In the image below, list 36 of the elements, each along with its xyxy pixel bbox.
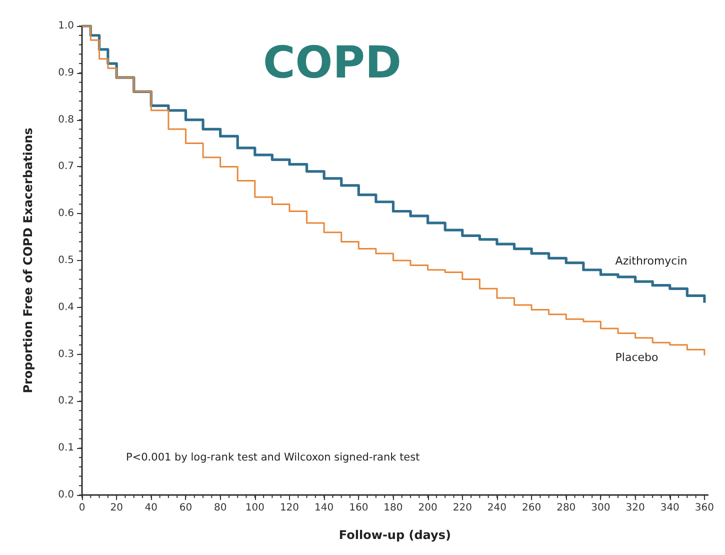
y-tick-label: 0.4 xyxy=(58,302,74,313)
y-tick-label: 0.1 xyxy=(58,442,74,454)
series-label: Placebo xyxy=(615,350,659,364)
y-tick-label: 0.2 xyxy=(58,396,74,407)
chart-title: COPD xyxy=(263,38,402,88)
x-tick-label: 180 xyxy=(384,502,403,514)
x-tick-label: 220 xyxy=(452,502,472,514)
y-tick-label: 0.6 xyxy=(58,208,74,220)
x-tick-label: 40 xyxy=(144,502,158,514)
x-tick-label: 120 xyxy=(280,502,300,514)
x-tick-label: 0 xyxy=(78,502,86,514)
x-tick-label: 280 xyxy=(556,502,576,514)
y-axis-title: Proportion Free of COPD Exacerbations xyxy=(21,128,35,394)
x-tick-label: 260 xyxy=(522,502,542,514)
y-tick-label: 0.0 xyxy=(58,490,74,500)
y-tick-label: 1.0 xyxy=(58,20,74,32)
x-tick-label: 360 xyxy=(694,502,714,514)
x-tick-label: 340 xyxy=(660,502,680,514)
x-tick-label: 140 xyxy=(314,502,334,514)
x-tick-label: 320 xyxy=(626,502,645,514)
x-tick-label: 80 xyxy=(214,502,227,514)
x-tick-label: 300 xyxy=(591,502,610,514)
x-tick-label: 160 xyxy=(349,502,368,514)
y-tick-label: 0.3 xyxy=(58,348,74,360)
y-tick-label: 0.5 xyxy=(58,255,74,266)
x-tick-label: 20 xyxy=(110,502,123,514)
x-tick-label: 100 xyxy=(245,502,264,514)
x-axis-title: Follow-up (days) xyxy=(338,528,451,542)
y-tick-label: 0.9 xyxy=(58,67,74,78)
x-tick-label: 240 xyxy=(487,502,507,514)
x-tick-label: 60 xyxy=(179,502,192,514)
series-label: Azithromycin xyxy=(615,254,688,268)
y-tick-label: 0.7 xyxy=(58,161,74,172)
y-tick-label: 0.8 xyxy=(58,114,74,126)
x-tick-label: 200 xyxy=(418,502,438,514)
annotation: P<0.001 by log-rank test and Wilcoxon signed-rank test xyxy=(126,452,420,464)
